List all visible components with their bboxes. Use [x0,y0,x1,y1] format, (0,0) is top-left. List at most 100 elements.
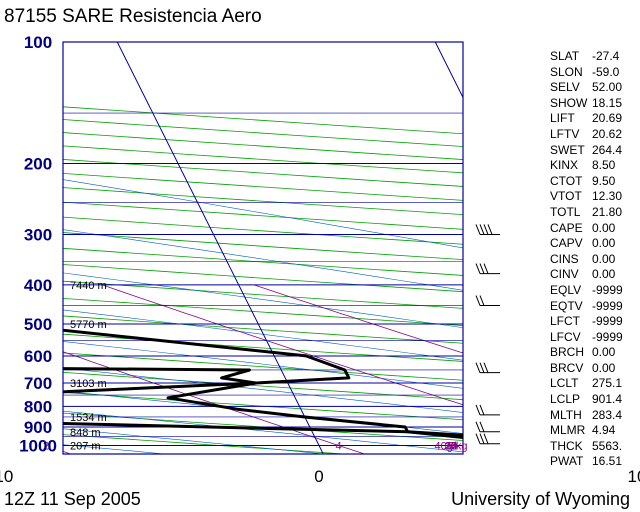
moist-adiabat [63,341,463,389]
wind-barb-feather [475,404,481,416]
mixing-ratio-label: 2 [43,440,49,452]
index-row: SWET 264.4 [550,143,632,159]
index-value: 275.1 [592,376,623,391]
index-name: CAPE [550,220,583,235]
index-row: CINS 0.00 [550,252,632,268]
index-name: LCLT [550,376,579,391]
index-name: CINV [550,267,579,282]
height-label: 5770 m [70,319,107,331]
index-name: SLON [550,64,583,79]
dry-adiabat [63,247,463,276]
index-name: SELV [550,80,580,95]
pressure-tick-label: 900 [24,418,52,437]
index-name: CAPV [550,236,583,251]
isotherm [0,42,5,454]
moist-adiabat [63,390,463,434]
wind-barb-feather [483,362,489,373]
observation-time: 12Z 11 Sep 2005 [4,489,141,509]
wind-barb-feather [475,295,481,306]
index-value: 20.69 [592,111,623,126]
index-value: 5563. [592,438,623,453]
background-lines [0,42,463,454]
mixing-ratio-label: 16 [445,440,457,452]
index-name: LFTV [550,126,580,141]
index-row: PWAT 16.51 [550,454,632,470]
wind-barb [475,421,500,433]
height-label: 3103 m [70,378,107,390]
index-row: KINX 8.50 [550,158,632,174]
index-row: MLTH 283.4 [550,408,632,424]
pressure-tick-label: 200 [24,154,52,173]
index-row: LFCT -9999 [550,314,632,330]
index-value: 283.4 [592,407,623,422]
index-value: 0.00 [592,267,616,282]
index-name: TOTL [550,204,581,219]
index-row: LFCV -9999 [550,330,632,346]
index-value: 4.94 [592,423,616,438]
dry-adiabat [63,106,463,135]
index-row: CAPV 0.00 [550,236,632,252]
index-value: -9999 [592,282,623,297]
wind-barb-feather [479,421,485,432]
mixing-ratio-label: 32 [445,440,457,452]
index-row: EQTV -9999 [550,299,632,315]
index-name: VTOT [550,189,582,204]
height-label: 207 m [70,440,101,452]
index-name: LIFT [550,111,575,126]
index-row: CTOT 9.50 [550,174,632,190]
index-row: LFTV 20.62 [550,127,632,143]
data-source: University of Wyoming [451,489,630,509]
wind-barb [475,404,500,416]
index-name: PWAT [550,454,584,469]
index-name: SLAT [550,49,580,63]
axis-labels: 1002003004005006007008009001000-80-70-60… [0,33,640,486]
index-row: THCK 5563. [550,439,632,455]
index-row: EQLV -9999 [550,283,632,299]
index-row: MLMR 4.94 [550,423,632,439]
index-name: BRCH [550,345,585,360]
wind-barb-feather [479,263,485,274]
height-label: 848 m [70,427,101,439]
dry-adiabat [63,315,463,344]
index-name: KINX [550,158,579,173]
dry-adiabat [63,132,463,160]
dry-adiabat [63,280,463,309]
dry-adiabat [63,201,463,230]
wind-barb-feather [483,433,489,444]
index-name: EQLV [550,282,582,297]
plot-frame [62,41,464,455]
index-value: 0.00 [592,345,616,360]
mixing-ratio-label: 40g/kg [434,440,467,452]
index-row: SHOW 18.15 [550,96,632,112]
wind-barb [475,224,500,235]
wind-barb [475,433,500,445]
mixing-ratio-line [63,351,365,454]
wind-barb-feather [475,433,481,444]
moist-adiabat [63,410,463,453]
dry-adiabat [63,119,463,147]
index-name: SHOW [550,95,588,110]
wind-barb-feather [475,421,481,432]
pressure-tick-label: 1000 [19,436,57,455]
index-value: -9999 [592,298,623,313]
wind-barb-feather [475,263,481,274]
index-name: CINS [550,251,579,266]
chart-title: 87155 SARE Resistencia Aero [4,6,262,27]
wind-barb-feather [475,362,481,373]
wind-barb-feather [479,295,485,306]
temperature-tick-label: 10 [628,467,640,486]
index-name: LCLP [550,392,581,407]
moist-adiabat [63,179,463,249]
mixing-ratio-line [253,284,463,354]
index-row: BRCV 0.00 [550,361,632,377]
wind-barbs [475,224,500,445]
index-name: EQTV [550,298,583,313]
dry-adiabat [63,333,463,362]
pressure-tick-label: 100 [24,33,52,52]
index-value: 9.50 [592,173,616,188]
index-value: 8.50 [592,158,616,173]
index-value: 0.00 [592,360,616,375]
index-name: SWET [550,142,585,157]
